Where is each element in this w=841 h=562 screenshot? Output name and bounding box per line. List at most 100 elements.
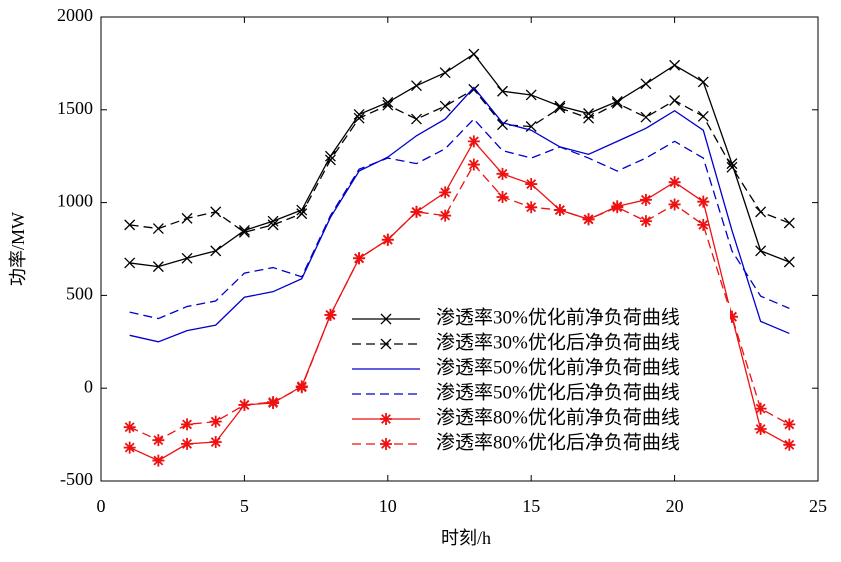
marker	[181, 252, 193, 264]
marker	[496, 167, 509, 180]
y-tick-label: 1500	[57, 98, 93, 118]
marker	[783, 418, 796, 431]
x-tick-label: 0	[97, 496, 106, 516]
marker	[783, 256, 795, 268]
x-tick-label: 20	[666, 496, 684, 516]
marker	[210, 206, 222, 218]
marker	[124, 219, 136, 231]
y-tick-label: 0	[84, 376, 93, 396]
series-line	[129, 140, 790, 462]
marker	[783, 438, 796, 451]
marker	[381, 233, 394, 246]
marker	[754, 402, 767, 415]
legend-label: 渗透率50%优化后净负荷曲线	[436, 381, 680, 403]
y-axis-label: 功率/MW	[8, 212, 28, 286]
marker	[411, 80, 422, 92]
marker	[439, 67, 451, 79]
marker	[380, 338, 392, 350]
marker	[525, 178, 538, 191]
marker	[439, 209, 452, 222]
marker	[697, 76, 709, 88]
marker	[525, 89, 537, 101]
marker	[640, 111, 652, 123]
series-line	[129, 53, 790, 268]
marker	[640, 78, 652, 90]
marker	[152, 454, 165, 467]
marker	[324, 154, 336, 166]
marker	[267, 215, 279, 227]
marker	[725, 310, 738, 323]
marker	[181, 418, 194, 431]
y-tick-label: -500	[60, 469, 93, 489]
marker	[668, 176, 681, 189]
marker	[410, 205, 423, 218]
marker	[353, 112, 365, 124]
marker	[295, 381, 308, 394]
marker	[380, 438, 392, 450]
marker	[209, 415, 222, 428]
marker	[380, 313, 392, 325]
marker	[210, 245, 222, 257]
y-tick-label: 1000	[57, 191, 93, 211]
marker	[296, 208, 308, 220]
legend-label: 渗透率80%优化前净负荷曲线	[436, 406, 680, 428]
marker	[553, 204, 566, 217]
plot-frame	[100, 16, 819, 482]
marker	[382, 96, 394, 108]
marker	[697, 195, 710, 208]
marker	[754, 423, 767, 436]
marker	[123, 441, 136, 454]
marker	[296, 204, 308, 216]
marker	[639, 215, 652, 228]
marker	[669, 59, 681, 71]
series-line	[129, 118, 790, 320]
marker	[382, 99, 394, 111]
marker	[380, 413, 392, 425]
marker	[582, 213, 595, 226]
marker	[697, 110, 709, 122]
x-tick-label: 25	[809, 496, 827, 516]
marker	[124, 257, 136, 269]
marker	[468, 48, 480, 60]
x-axis-label: 时刻/h	[441, 528, 491, 548]
marker	[324, 150, 336, 162]
marker	[123, 421, 136, 434]
marker	[324, 308, 337, 321]
marker	[439, 186, 452, 199]
legend-label: 渗透率50%优化前净负荷曲线	[436, 356, 680, 378]
marker	[611, 97, 623, 109]
series-line	[129, 86, 790, 343]
marker	[238, 224, 250, 236]
legend-label: 渗透率30%优化前净负荷曲线	[436, 306, 680, 328]
marker	[209, 436, 222, 449]
marker	[668, 198, 681, 211]
marker	[267, 396, 280, 409]
marker	[439, 100, 451, 112]
marker	[267, 219, 279, 231]
marker	[411, 113, 422, 125]
marker	[152, 434, 165, 447]
marker	[525, 201, 538, 214]
y-tick-label: 2000	[57, 5, 93, 25]
marker	[353, 108, 365, 120]
legend-label: 渗透率30%优化后净负荷曲线	[436, 331, 680, 353]
marker	[238, 226, 250, 238]
marker	[755, 206, 767, 218]
series-line	[129, 163, 790, 441]
marker	[583, 112, 595, 124]
marker	[181, 212, 193, 224]
y-tick-label: 500	[66, 284, 93, 304]
marker	[697, 218, 710, 231]
marker	[467, 158, 480, 171]
marker	[152, 261, 164, 273]
legend-label: 渗透率80%优化后净负荷曲线	[436, 431, 680, 453]
marker	[152, 223, 164, 235]
marker	[467, 135, 480, 148]
marker	[238, 398, 251, 411]
marker	[496, 191, 509, 204]
marker	[353, 252, 366, 265]
marker	[726, 161, 738, 173]
marker	[611, 201, 624, 214]
x-tick-label: 10	[379, 496, 397, 516]
